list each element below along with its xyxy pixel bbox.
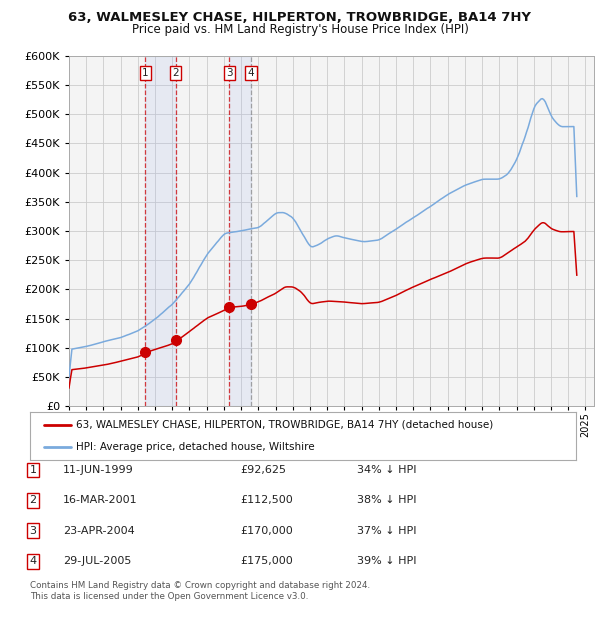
Text: 3: 3 [226, 68, 233, 78]
Text: 1: 1 [29, 465, 37, 475]
Text: Contains HM Land Registry data © Crown copyright and database right 2024.: Contains HM Land Registry data © Crown c… [30, 581, 370, 590]
Text: 2: 2 [173, 68, 179, 78]
Text: £92,625: £92,625 [240, 465, 286, 475]
Text: 63, WALMESLEY CHASE, HILPERTON, TROWBRIDGE, BA14 7HY (detached house): 63, WALMESLEY CHASE, HILPERTON, TROWBRID… [76, 420, 494, 430]
Text: 16-MAR-2001: 16-MAR-2001 [63, 495, 137, 505]
Text: £170,000: £170,000 [240, 526, 293, 536]
Text: HPI: Average price, detached house, Wiltshire: HPI: Average price, detached house, Wilt… [76, 442, 315, 452]
Text: 4: 4 [29, 556, 37, 566]
Text: Price paid vs. HM Land Registry's House Price Index (HPI): Price paid vs. HM Land Registry's House … [131, 23, 469, 36]
Text: £175,000: £175,000 [240, 556, 293, 566]
Text: 38% ↓ HPI: 38% ↓ HPI [357, 495, 416, 505]
Text: 3: 3 [29, 526, 37, 536]
Text: 4: 4 [248, 68, 254, 78]
Text: 2: 2 [29, 495, 37, 505]
Bar [229, 56, 251, 406]
Text: 37% ↓ HPI: 37% ↓ HPI [357, 526, 416, 536]
Text: 63, WALMESLEY CHASE, HILPERTON, TROWBRIDGE, BA14 7HY: 63, WALMESLEY CHASE, HILPERTON, TROWBRID… [68, 11, 532, 24]
Text: 39% ↓ HPI: 39% ↓ HPI [357, 556, 416, 566]
Text: £112,500: £112,500 [240, 495, 293, 505]
Text: 1: 1 [142, 68, 149, 78]
Text: 29-JUL-2005: 29-JUL-2005 [63, 556, 131, 566]
Text: 34% ↓ HPI: 34% ↓ HPI [357, 465, 416, 475]
Text: This data is licensed under the Open Government Licence v3.0.: This data is licensed under the Open Gov… [30, 592, 308, 601]
Bar [145, 56, 176, 406]
Text: 11-JUN-1999: 11-JUN-1999 [63, 465, 134, 475]
Text: 23-APR-2004: 23-APR-2004 [63, 526, 135, 536]
